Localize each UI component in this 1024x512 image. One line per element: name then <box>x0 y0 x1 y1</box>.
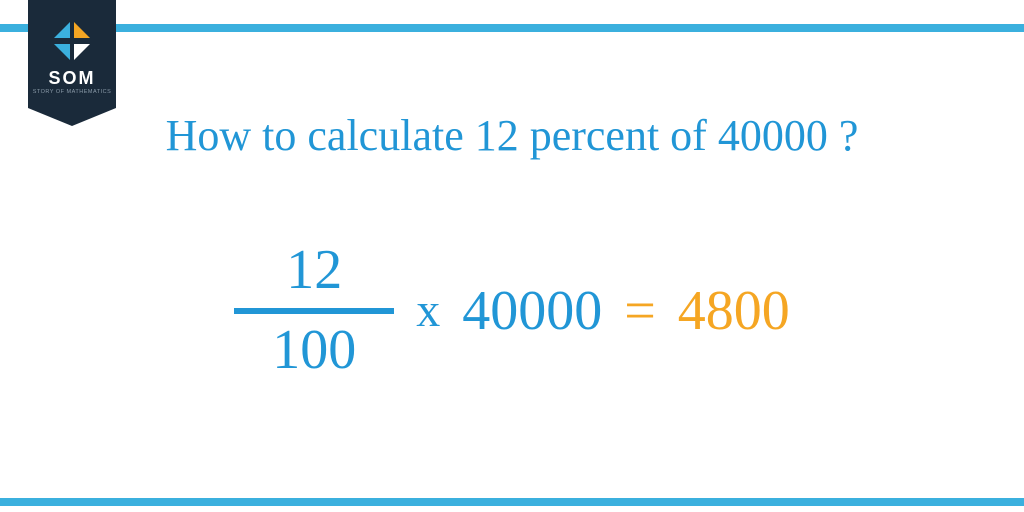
equals-symbol: = <box>624 279 656 343</box>
top-accent-bar <box>0 24 1024 32</box>
multiply-symbol: x <box>416 283 440 338</box>
bottom-accent-bar <box>0 498 1024 506</box>
fraction-bar <box>234 308 394 314</box>
page-heading: How to calculate 12 percent of 40000 ? <box>0 110 1024 161</box>
brand-subtitle: STORY OF MATHEMATICS <box>33 89 112 95</box>
fraction: 12 100 <box>234 240 394 381</box>
brand-title: SOM <box>48 68 95 89</box>
numerator: 12 <box>286 240 342 302</box>
brand-badge: SOM STORY OF MATHEMATICS <box>28 0 116 108</box>
denominator: 100 <box>272 320 356 382</box>
brand-logo-icon <box>52 22 92 62</box>
result-value: 4800 <box>678 279 790 343</box>
multiplicand: 40000 <box>462 279 602 343</box>
equation-container: 12 100 x 40000 = 4800 <box>0 240 1024 381</box>
